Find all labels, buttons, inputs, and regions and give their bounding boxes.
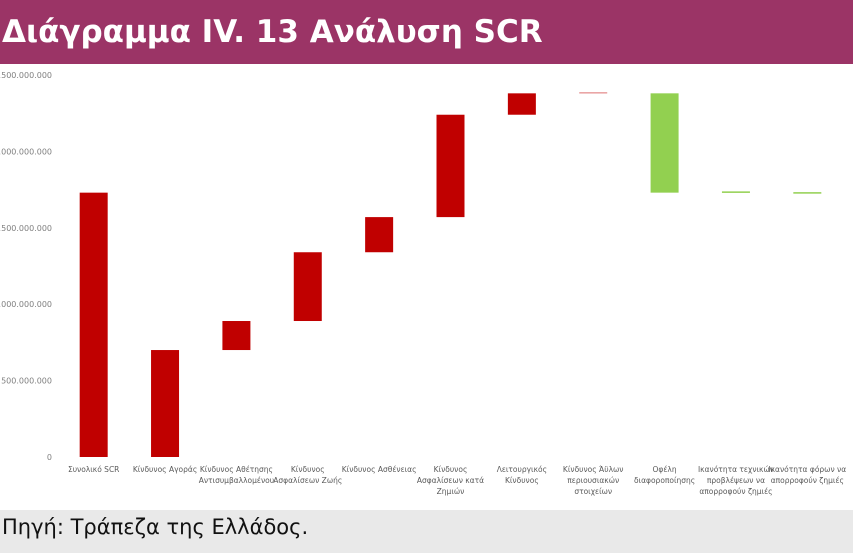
x-category-label: Κίνδυνος Άϋλων περιουσιακών στοιχείων: [563, 465, 624, 496]
source-note: Πηγή: Τράπεζα της Ελλάδος.: [2, 515, 309, 539]
x-category-label: Ικανότητα τεχνικών προβλέψεων να απορροφού…: [698, 465, 774, 496]
x-category-label: Συνολικό SCR: [68, 465, 119, 474]
y-tick-label: 500.000.000: [1, 377, 52, 386]
title-bar: Διάγραμμα IV. 13 Ανάλυση SCR: [0, 0, 853, 64]
chart-bar: [365, 217, 394, 253]
y-tick-label: 0: [47, 453, 52, 462]
chart-bar: [436, 114, 465, 218]
chart-bar: [79, 192, 108, 457]
y-tick-label: 2.500.000.000: [0, 71, 52, 80]
chart-bar: [579, 92, 608, 94]
chart-bar: [793, 192, 822, 194]
y-tick-label: 1.000.000.000: [0, 300, 52, 309]
chart-bar: [721, 191, 750, 193]
chart-bar: [222, 321, 251, 351]
scr-waterfall-chart: 0 500.000.000 1.000.000.000 1.500.000.000 2.…: [0, 71, 846, 496]
x-category-label: Κίνδυνος Ασφαλίσεων κατά Ζημιών: [417, 465, 484, 496]
x-category-label: Λειτουργικός Κίνδυνος: [497, 465, 547, 485]
x-category-label: Κίνδυνος Ασθένειας: [342, 465, 417, 474]
source-bar: Πηγή: Τράπεζα της Ελλάδος.: [0, 510, 853, 553]
x-category-label: Ικανότητα φόρων να απορροφούν ζημιές: [768, 465, 846, 485]
chart-bar: [650, 93, 679, 193]
y-tick-label: 2.000.000.000: [0, 147, 52, 156]
chart-bar: [507, 93, 536, 115]
y-tick-label: 1.500.000.000: [0, 224, 52, 233]
chart-bar: [151, 350, 180, 457]
chart-area: 0 500.000.000 1.000.000.000 1.500.000.000 2.…: [0, 64, 853, 510]
x-category-label: Οφέλη διαφοροποίησης: [634, 465, 695, 485]
chart-bar: [293, 252, 322, 322]
x-category-label: Κίνδυνος Αγοράς: [133, 465, 197, 474]
x-category-label: Κίνδυνος Αθέτησης Αντισυμβαλλομένου: [199, 465, 274, 485]
page-title: Διάγραμμα IV. 13 Ανάλυση SCR: [2, 14, 543, 50]
x-category-label: Κίνδυνος Ασφαλίσεων Ζωής: [273, 465, 342, 485]
